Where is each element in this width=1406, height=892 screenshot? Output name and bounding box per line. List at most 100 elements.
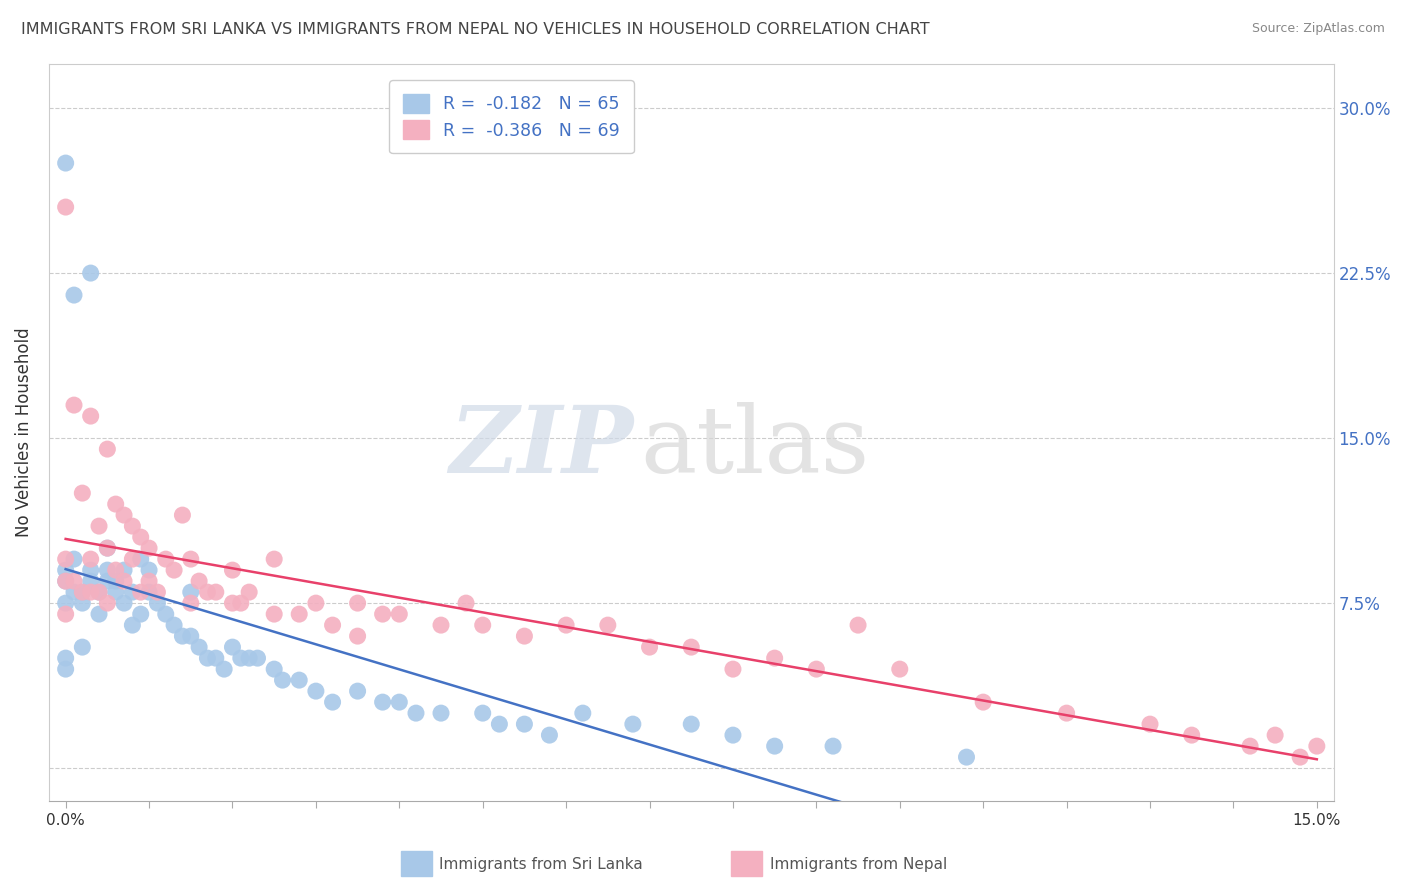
Point: [322, 695, 344, 709]
Point: [104, 585, 127, 599]
Point: [112, 563, 135, 577]
Point: [55, 563, 77, 577]
Text: Source: ZipAtlas.com: Source: ZipAtlas.com: [1251, 22, 1385, 36]
Point: [621, 717, 644, 731]
Point: [763, 651, 786, 665]
Point: [572, 706, 595, 720]
Point: [430, 706, 453, 720]
Point: [821, 739, 844, 753]
Point: [1306, 739, 1329, 753]
Point: [155, 607, 177, 621]
Point: [955, 750, 977, 764]
Point: [138, 585, 160, 599]
Point: [238, 585, 260, 599]
Point: [1239, 739, 1261, 753]
Text: Immigrants from Sri Lanka: Immigrants from Sri Lanka: [439, 857, 643, 871]
Point: [388, 695, 411, 709]
Point: [87, 519, 110, 533]
Point: [55, 156, 77, 170]
Point: [55, 596, 77, 610]
Point: [454, 596, 477, 610]
Point: [238, 651, 260, 665]
Point: [229, 651, 252, 665]
Point: [846, 618, 869, 632]
Point: [806, 662, 828, 676]
Point: [79, 409, 101, 423]
Point: [305, 684, 328, 698]
Point: [638, 640, 661, 654]
Point: [681, 640, 703, 654]
Point: [72, 596, 94, 610]
Point: [596, 618, 619, 632]
Point: [55, 574, 77, 588]
Point: [471, 706, 494, 720]
Point: [96, 596, 118, 610]
Point: [146, 585, 169, 599]
Point: [138, 563, 160, 577]
Point: [305, 596, 328, 610]
Text: IMMIGRANTS FROM SRI LANKA VS IMMIGRANTS FROM NEPAL NO VEHICLES IN HOUSEHOLD CORR: IMMIGRANTS FROM SRI LANKA VS IMMIGRANTS …: [21, 22, 929, 37]
Point: [96, 574, 118, 588]
Point: [163, 563, 186, 577]
Point: [513, 629, 536, 643]
Point: [79, 266, 101, 280]
Point: [681, 717, 703, 731]
Point: [72, 640, 94, 654]
Point: [87, 607, 110, 621]
Point: [263, 607, 285, 621]
Point: [288, 673, 311, 687]
Point: [96, 563, 118, 577]
Point: [55, 607, 77, 621]
Point: [471, 618, 494, 632]
Point: [72, 585, 94, 599]
Text: atlas: atlas: [640, 402, 869, 492]
Point: [371, 607, 394, 621]
Point: [322, 618, 344, 632]
Point: [1181, 728, 1204, 742]
Point: [79, 563, 101, 577]
Point: [79, 585, 101, 599]
Point: [346, 684, 368, 698]
Point: [972, 695, 994, 709]
Point: [246, 651, 269, 665]
Point: [197, 585, 219, 599]
Point: [87, 585, 110, 599]
Point: [155, 552, 177, 566]
Point: [405, 706, 427, 720]
Point: [172, 508, 194, 522]
Point: [79, 552, 101, 566]
Point: [104, 563, 127, 577]
Point: [121, 585, 143, 599]
Point: [129, 552, 152, 566]
Point: [121, 618, 143, 632]
Point: [346, 629, 368, 643]
Point: [197, 651, 219, 665]
Point: [721, 728, 744, 742]
Point: [104, 497, 127, 511]
Point: [488, 717, 510, 731]
Point: [121, 519, 143, 533]
Point: [63, 288, 86, 302]
Point: [1289, 750, 1312, 764]
Point: [212, 662, 235, 676]
Point: [163, 618, 186, 632]
Point: [72, 585, 94, 599]
Point: [721, 662, 744, 676]
Point: [55, 552, 77, 566]
Point: [104, 574, 127, 588]
Point: [138, 574, 160, 588]
Point: [112, 574, 135, 588]
Point: [221, 640, 243, 654]
Point: [112, 596, 135, 610]
Legend: R =  -0.182   N = 65, R =  -0.386   N = 69: R = -0.182 N = 65, R = -0.386 N = 69: [389, 80, 634, 153]
Point: [288, 607, 311, 621]
Point: [889, 662, 911, 676]
Point: [172, 629, 194, 643]
Point: [555, 618, 578, 632]
Point: [79, 574, 101, 588]
Point: [221, 596, 243, 610]
Point: [87, 585, 110, 599]
Point: [63, 398, 86, 412]
Point: [96, 442, 118, 456]
Point: [221, 563, 243, 577]
